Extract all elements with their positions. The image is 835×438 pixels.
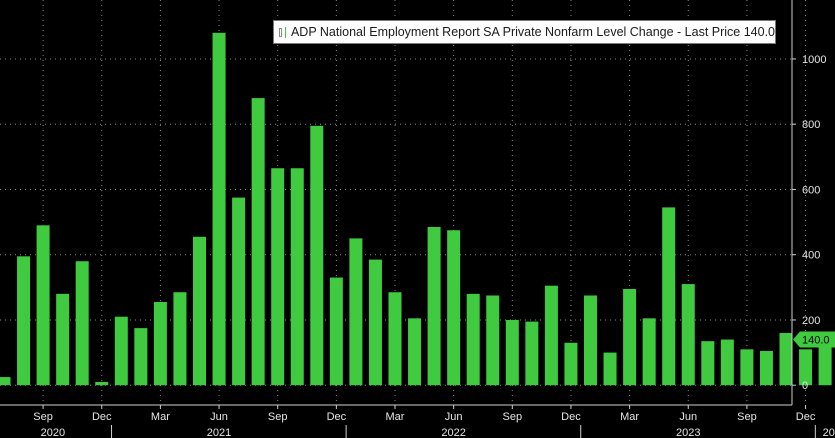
x-tick-label: Sep [268,411,288,423]
bar [701,341,715,386]
bar [584,295,597,386]
bar [349,238,363,386]
year-label: 2023 [676,427,700,438]
bar [17,256,31,386]
bar [114,316,128,386]
bar [232,197,246,386]
bar [662,207,676,386]
legend-label: ADP National Employment Report SA Privat… [290,25,775,39]
bar [447,230,461,386]
bar [740,349,754,386]
bar [75,261,89,386]
year-label: 2020 [41,427,65,438]
bar [603,352,617,386]
y-tick-label: 400 [802,250,820,262]
bar [36,225,50,386]
bar [173,292,187,386]
year-label: 2022 [441,427,465,438]
x-tick-label: Dec [327,411,347,423]
bar [642,318,656,386]
bar [564,342,578,386]
y-tick-label: 0 [802,380,808,392]
bar [290,168,304,386]
bars-layer [0,32,832,386]
y-tick-label: 800 [802,119,820,131]
bar [271,168,285,386]
legend-swatch [284,26,286,38]
bar [759,350,773,386]
year-label: 2024 [823,427,835,438]
x-tick-label: Jun [679,411,697,423]
x-tick-label: Dec [796,411,816,423]
bar [193,236,206,386]
y-tick-label: 1000 [802,54,826,66]
year-label: 2021 [207,427,231,438]
bar [212,32,226,386]
last-price-label: 140.0 [802,335,830,347]
bar [779,333,793,386]
last-price-tag-layer: 140.0 [793,331,835,348]
x-tick-label: Jun [445,411,463,423]
bar [623,288,637,386]
bar [505,319,519,386]
last-price-tag [793,331,835,348]
bar [525,321,539,386]
x-tick-label: Dec [92,411,112,423]
bar [466,293,480,386]
bar [134,328,148,386]
bar [153,302,167,386]
y-axis: 0 200 400 600 800 1000 [791,0,826,405]
x-tick-label: Sep [33,411,53,423]
bar [329,277,343,386]
bar [56,293,70,386]
x-tick-label: Dec [561,411,581,423]
bar [427,226,441,386]
bar [0,377,11,386]
x-tick-label: Sep [737,411,757,423]
y-tick-label: 200 [802,315,820,327]
y-tick-label: 600 [802,184,820,196]
bar [544,285,558,386]
x-tick-label: Mar [386,411,405,423]
x-axis: Sep Dec Mar Jun Sep Dec Mar Jun Sep Dec Mar Jun Sep D… [0,404,835,438]
bar [95,381,109,386]
x-tick-label: Jun [210,411,228,423]
bar [818,339,832,386]
x-tick-label: Sep [503,411,523,423]
bar [368,259,382,386]
legend-toggle-icon[interactable] [279,27,282,37]
bar [799,349,813,386]
x-tick-label: Mar [151,411,170,423]
legend: ADP National Employment Report SA Privat… [273,20,776,44]
bar [486,295,500,386]
bar [310,125,324,386]
bar [388,292,402,386]
bar [720,339,734,386]
bar [251,98,265,386]
bar [408,318,422,386]
x-tick-label: Mar [620,411,639,423]
bar [681,284,695,386]
